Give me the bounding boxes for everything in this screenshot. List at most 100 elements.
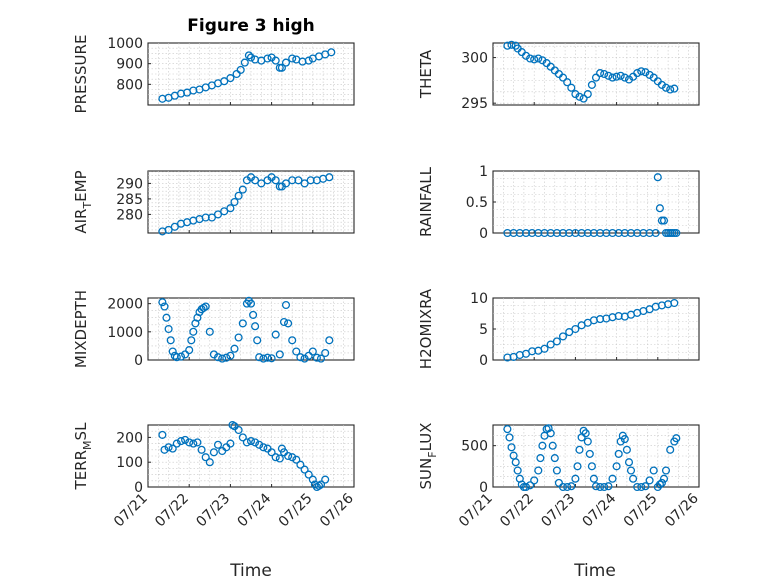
data-point [187,336,196,345]
data-point [620,73,629,82]
data-point [160,445,169,454]
data-point [661,466,671,475]
data-point [158,298,167,307]
data-point [585,449,594,458]
data-point [271,453,280,462]
y-axis-label: RAINFALL [417,166,435,237]
y-tick-label: 0 [479,353,488,369]
data-point [168,444,177,453]
data-point [160,302,169,311]
data-point [267,354,276,363]
data-point [614,449,623,458]
data-point [641,482,650,491]
data-point [164,443,173,452]
data-point [670,298,679,308]
data-point [670,84,679,93]
data-point [271,176,280,185]
data-point [624,458,634,467]
data-point [205,327,214,336]
data-point [633,69,642,78]
data-point [267,448,276,457]
data-point [226,351,235,360]
data-point [661,83,671,92]
y-tick-label: 10 [470,291,488,307]
data-point [596,69,605,78]
subplot-h2omixra: 0 5 10 H2OMIXRA [417,288,700,369]
y-tick-label: 5 [479,322,488,338]
data-point [657,478,666,487]
y-tick-label: 300 [461,51,488,67]
data-point [251,176,260,185]
y-tick-label: 500 [461,439,488,455]
data-point [526,54,535,63]
data-point [308,475,317,484]
data-point [612,462,621,471]
data-point [629,474,638,483]
data-point [296,460,305,469]
data-point [579,426,588,435]
y-tick-label: 200 [116,430,143,446]
data-point [292,347,301,356]
data-point [321,348,330,358]
data-point [552,337,561,346]
data-point [236,65,245,74]
y-axis-label: H2OMIXRA [417,288,435,369]
data-point [292,455,301,464]
data-point [300,179,309,188]
data-point [158,430,167,439]
data-point [176,352,186,361]
y-axis-label: MIXDEPTH [72,290,90,368]
y-tick-label: 1000 [107,325,143,341]
data-point [259,354,268,363]
data-point [552,466,561,475]
y-tick-label: 0 [134,353,143,369]
data-point [544,424,553,433]
data-point [162,313,171,322]
data-point [558,332,568,341]
data-point [325,173,334,182]
data-point [277,63,286,72]
data-point [327,48,336,57]
data-point [275,454,284,463]
data-point [207,213,216,222]
data-point [181,435,190,444]
data-point [238,319,247,328]
y-tick-label: 2000 [107,297,143,313]
data-point [600,69,609,79]
data-point [249,310,258,319]
data-point [230,197,239,207]
data-point [571,474,580,483]
data-point [213,353,223,362]
data-point [213,210,223,219]
data-point [300,465,309,474]
data-point [242,438,251,447]
data-point [284,451,293,461]
y-tick-label: 0 [479,480,488,496]
data-point [672,434,681,443]
data-point [244,51,253,60]
data-point [314,481,324,490]
data-point [181,350,190,359]
data-point [321,475,330,484]
x-axis-label-right: Time [573,561,616,581]
data-point [546,429,555,438]
data-point [596,482,605,492]
data-point [296,353,305,362]
data-point [581,429,590,438]
data-point [189,327,198,336]
y-axis-label: PRESSURE [72,35,90,114]
y-tick-label: 100 [116,455,143,471]
data-point [567,83,576,92]
data-point [304,470,313,479]
data-point [166,336,175,345]
data-point [591,73,601,82]
data-point [189,439,198,448]
data-point [234,425,243,435]
data-point [645,476,654,485]
data-point [507,443,516,452]
data-point [655,204,664,213]
data-point [172,353,181,362]
data-point [620,435,629,444]
data-point [197,445,206,454]
data-point [530,55,539,64]
